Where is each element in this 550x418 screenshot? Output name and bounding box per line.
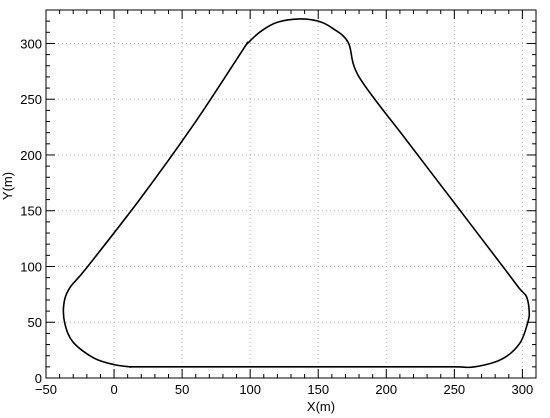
y-tick-label: 50 [28, 315, 42, 330]
x-tick-label: 300 [512, 382, 534, 397]
y-tick-label: 100 [20, 259, 42, 274]
x-tick-label: 100 [239, 382, 261, 397]
grid [46, 10, 536, 378]
y-tick-label: 0 [35, 371, 42, 386]
x-tick-label: 150 [307, 382, 329, 397]
y-axis-title: Y(m) [0, 172, 15, 200]
x-tick-label: 250 [443, 382, 465, 397]
y-tick-label: 300 [20, 36, 42, 51]
y-tick-label: 200 [20, 148, 42, 163]
x-tick-label: 200 [375, 382, 397, 397]
plot-frame [45, 9, 537, 379]
x-tick-label: 50 [175, 382, 189, 397]
track-line [62, 18, 531, 369]
y-tick-label: 250 [20, 92, 42, 107]
y-axis-tick-labels: 0 50 100 150 200 250 300 [20, 36, 42, 386]
x-axis-tick-labels: −50 0 50 100 150 200 250 300 [35, 382, 533, 397]
y-tick-label: 150 [20, 204, 42, 219]
x-tick-label: −50 [35, 382, 57, 397]
x-tick-label: 0 [110, 382, 117, 397]
axis-ticks [45, 9, 537, 379]
x-axis-title: X(m) [307, 399, 335, 414]
